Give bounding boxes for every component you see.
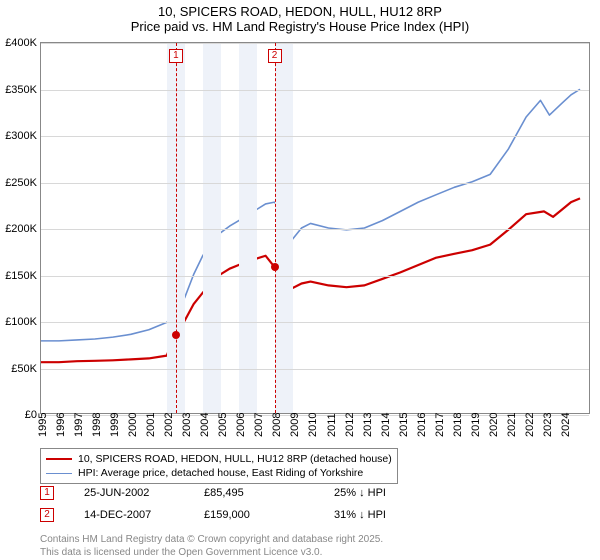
xtick-label: 1998 <box>91 413 103 437</box>
xtick-label: 2002 <box>163 413 175 437</box>
ytick-label: £200K <box>5 223 41 235</box>
xtick-label: 2024 <box>560 413 572 437</box>
legend-label: 10, SPICERS ROAD, HEDON, HULL, HU12 8RP … <box>78 453 392 465</box>
xtick-label: 1999 <box>109 413 121 437</box>
xtick-label: 2008 <box>271 413 283 437</box>
event-date: 25-JUN-2002 <box>54 487 204 499</box>
chart-svg <box>41 43 589 413</box>
xtick-label: 2015 <box>398 413 410 437</box>
year-band <box>275 43 293 413</box>
xtick-label: 2006 <box>235 413 247 437</box>
xtick-label: 2018 <box>452 413 464 437</box>
xtick-label: 2023 <box>542 413 554 437</box>
xtick-label: 2012 <box>344 413 356 437</box>
xtick-label: 2007 <box>253 413 265 437</box>
legend-label: HPI: Average price, detached house, East… <box>78 467 363 479</box>
xtick-label: 2022 <box>524 413 536 437</box>
gridline-h <box>41 136 589 137</box>
event-row-marker: 2 <box>40 508 54 522</box>
xtick-label: 2011 <box>326 413 338 437</box>
gridline-h <box>41 90 589 91</box>
event-row: 125-JUN-2002£85,49525% ↓ HPI <box>40 486 386 500</box>
series-line-hpi <box>41 89 580 341</box>
xtick-label: 1996 <box>55 413 67 437</box>
legend-swatch <box>46 473 72 474</box>
ytick-label: £50K <box>11 363 41 375</box>
xtick-label: 2000 <box>127 413 139 437</box>
footer: Contains HM Land Registry data © Crown c… <box>40 534 383 559</box>
event-vline <box>275 43 276 413</box>
event-row-marker: 1 <box>40 486 54 500</box>
gridline-h <box>41 369 589 370</box>
event-price: £159,000 <box>204 509 334 521</box>
xtick-label: 2003 <box>181 413 193 437</box>
ytick-label: £250K <box>5 177 41 189</box>
event-marker-box: 2 <box>268 49 282 63</box>
xtick-label: 1995 <box>37 413 49 437</box>
legend-swatch <box>46 458 72 460</box>
event-point <box>271 263 279 271</box>
gridline-h <box>41 276 589 277</box>
xtick-label: 2009 <box>289 413 301 437</box>
event-price: £85,495 <box>204 487 334 499</box>
footer-line2: This data is licensed under the Open Gov… <box>40 547 383 560</box>
xtick-label: 2019 <box>470 413 482 437</box>
event-date: 14-DEC-2007 <box>54 509 204 521</box>
gridline-h <box>41 322 589 323</box>
xtick-label: 2001 <box>145 413 157 437</box>
gridline-h <box>41 43 589 44</box>
gridline-h <box>41 229 589 230</box>
year-band <box>203 43 221 413</box>
chart-container: 10, SPICERS ROAD, HEDON, HULL, HU12 8RP … <box>0 0 600 560</box>
ytick-label: £150K <box>5 270 41 282</box>
xtick-label: 2017 <box>434 413 446 437</box>
title-subtitle: Price paid vs. HM Land Registry's House … <box>0 19 600 34</box>
legend-item: HPI: Average price, detached house, East… <box>46 466 392 480</box>
ytick-label: £100K <box>5 316 41 328</box>
event-delta: 25% ↓ HPI <box>334 487 386 499</box>
xtick-label: 2014 <box>380 413 392 437</box>
plot-area: £0£50K£100K£150K£200K£250K£300K£350K£400… <box>40 42 590 414</box>
xtick-label: 2021 <box>506 413 518 437</box>
ytick-label: £350K <box>5 84 41 96</box>
title-block: 10, SPICERS ROAD, HEDON, HULL, HU12 8RP … <box>0 0 600 34</box>
xtick-label: 2005 <box>217 413 229 437</box>
ytick-label: £400K <box>5 37 41 49</box>
legend: 10, SPICERS ROAD, HEDON, HULL, HU12 8RP … <box>40 448 398 484</box>
gridline-h <box>41 183 589 184</box>
event-marker-box: 1 <box>169 49 183 63</box>
xtick-label: 2013 <box>362 413 374 437</box>
xtick-label: 2020 <box>488 413 500 437</box>
footer-line1: Contains HM Land Registry data © Crown c… <box>40 534 383 547</box>
xtick-label: 2016 <box>416 413 428 437</box>
ytick-label: £300K <box>5 130 41 142</box>
xtick-label: 1997 <box>73 413 85 437</box>
event-row: 214-DEC-2007£159,00031% ↓ HPI <box>40 508 386 522</box>
event-delta: 31% ↓ HPI <box>334 509 386 521</box>
xtick-label: 2010 <box>307 413 319 437</box>
title-address: 10, SPICERS ROAD, HEDON, HULL, HU12 8RP <box>0 4 600 19</box>
event-vline <box>176 43 177 413</box>
year-band <box>239 43 257 413</box>
legend-item: 10, SPICERS ROAD, HEDON, HULL, HU12 8RP … <box>46 452 392 466</box>
event-point <box>172 331 180 339</box>
xtick-label: 2004 <box>199 413 211 437</box>
